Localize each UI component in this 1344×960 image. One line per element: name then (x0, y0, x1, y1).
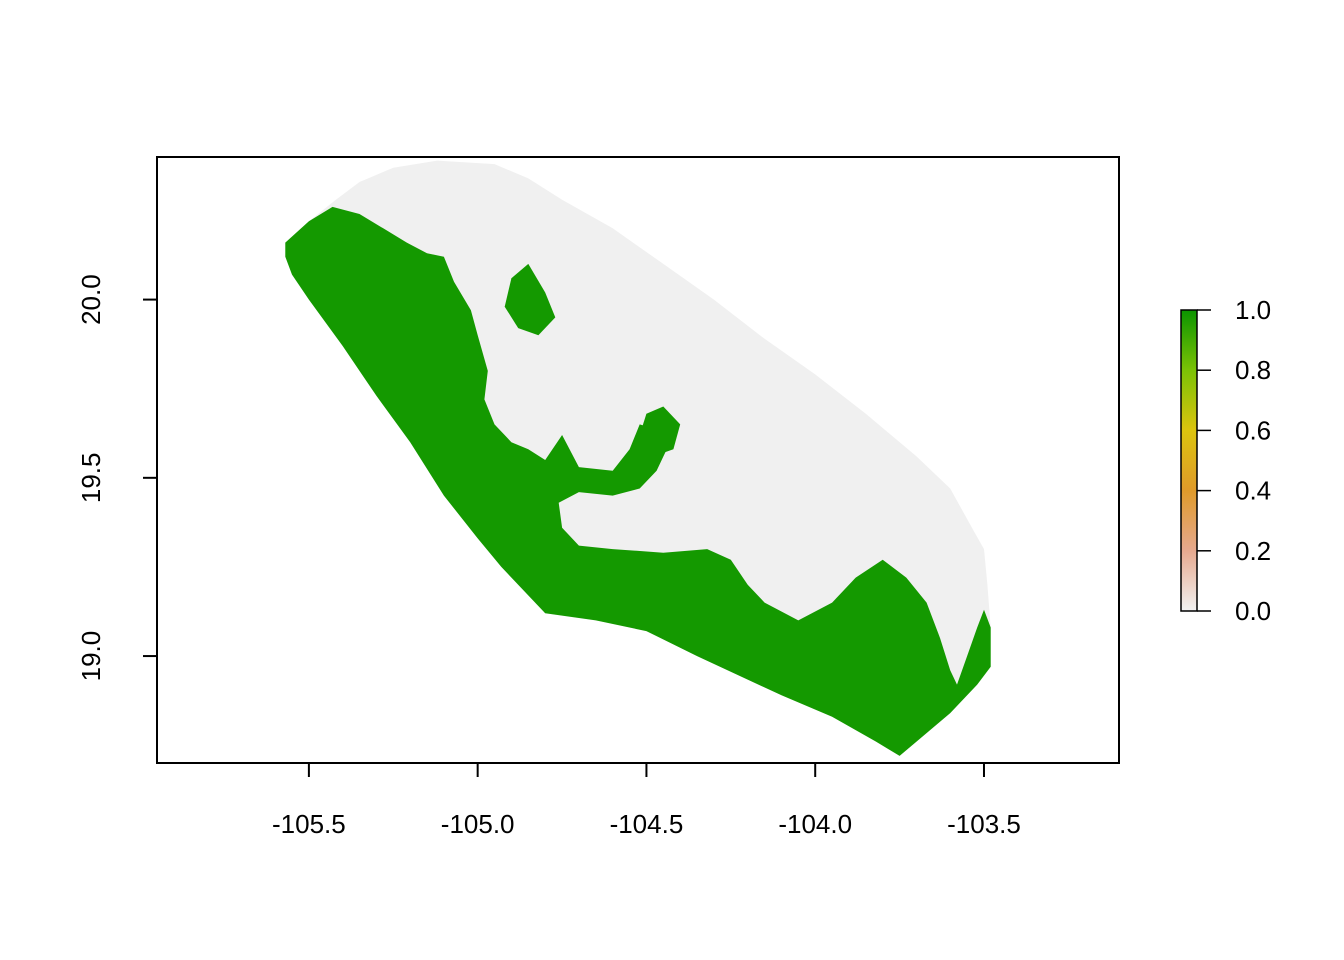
raster-region-value-1-1 (504, 263, 556, 336)
raster-layer (285, 160, 991, 756)
y-tick-label: 20.0 (76, 274, 106, 325)
legend-tick-label: 0.8 (1235, 355, 1271, 385)
raster-region-value-1-0 (285, 206, 991, 756)
x-tick-label: -104.0 (778, 809, 852, 839)
legend-tick-label: 0.0 (1235, 596, 1271, 626)
legend-tick-label: 1.0 (1235, 295, 1271, 325)
x-tick-label: -103.5 (947, 809, 1021, 839)
legend-ticks: 0.0 0.2 0.4 0.6 0.8 1.0 (1197, 295, 1271, 626)
color-legend: 0.0 0.2 0.4 0.6 0.8 1.0 (1180, 295, 1271, 626)
legend-tick-label: 0.6 (1235, 415, 1271, 445)
legend-color-bar (1180, 309, 1198, 612)
raster-region-value-1-2 (639, 406, 681, 457)
y-axis: 19.0 19.5 20.0 (76, 274, 158, 682)
y-tick-label: 19.5 (76, 453, 106, 504)
x-tick-label: -105.0 (441, 809, 515, 839)
legend-tick-label: 0.2 (1235, 536, 1271, 566)
legend-tick-label: 0.4 (1235, 476, 1271, 506)
x-axis: -105.5 -105.0 -104.5 -104.0 -103.5 (272, 762, 1021, 839)
x-tick-label: -104.5 (610, 809, 684, 839)
y-tick-label: 19.0 (76, 631, 106, 682)
x-tick-label: -105.5 (272, 809, 346, 839)
